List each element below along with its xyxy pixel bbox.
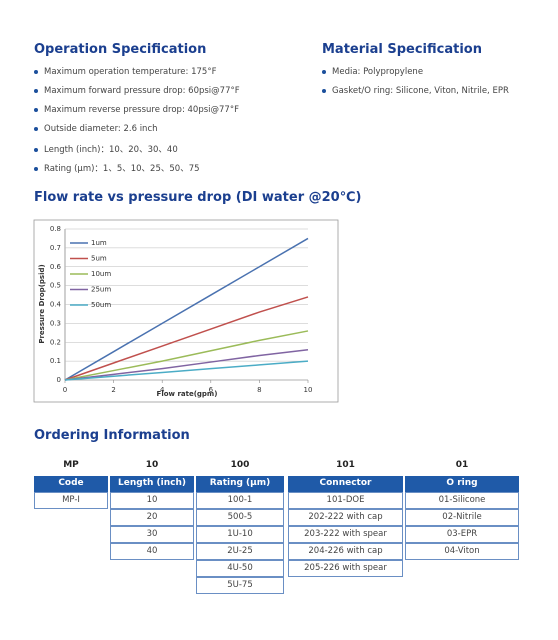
section-title: Ordering Information [34, 428, 190, 443]
y-tick-label: 0.3 [50, 319, 61, 327]
spec-item: Maximum forward pressure drop: 60psi@77°… [34, 86, 240, 96]
y-tick-label: 0.4 [50, 301, 62, 309]
y-tick-label: 0.5 [50, 282, 61, 290]
part-number-segment: 100 [230, 460, 250, 470]
part-number-segment: MP [63, 460, 79, 470]
spec-item: Maximum operation temperature: 175°F [34, 67, 216, 77]
spec-item: Length (inch)：10、20、30、40 [34, 143, 178, 155]
chart-frame [33, 219, 339, 403]
table-cell: 500-5 [196, 509, 284, 526]
section-title: Operation Specification [34, 42, 207, 57]
table-cell: 100-1 [196, 492, 284, 509]
table-cell: 40 [110, 543, 194, 560]
table-cell: 03-EPR [405, 526, 519, 543]
x-tick-label: 10 [304, 386, 313, 394]
table-cell: 203-222 with spear [288, 526, 403, 543]
table-cell: 10 [110, 492, 194, 509]
y-tick-label: 0.6 [50, 263, 62, 271]
x-tick-label: 4 [160, 386, 165, 394]
table-header: Length (inch) [110, 476, 194, 492]
legend-label: 1um [91, 239, 107, 247]
series-line [64, 349, 309, 381]
table-cell: 30 [110, 526, 194, 543]
table-cell: 101-DOE [288, 492, 403, 509]
spec-item: Gasket/O ring: Silicone, Viton, Nitrile,… [322, 86, 509, 96]
table-header: Code [34, 476, 108, 492]
spec-item: Outside diameter: 2.6 inch [34, 124, 158, 134]
table-header: Connector [288, 476, 403, 492]
x-tick-label: 6 [209, 386, 214, 394]
x-tick-label: 8 [257, 386, 261, 394]
table-header: O ring [405, 476, 519, 492]
series-line [64, 360, 309, 381]
part-number-segment: 10 [145, 460, 159, 470]
table-cell: MP-I [34, 492, 108, 509]
table-cell: 1U-10 [196, 526, 284, 543]
table-cell: 205-226 with spear [288, 560, 403, 577]
y-axis-label: Pressure Drop(psid) [38, 264, 46, 343]
spec-item: Media: Polypropylene [322, 67, 423, 77]
y-tick-label: 0 [57, 376, 61, 384]
table-cell: 4U-50 [196, 560, 284, 577]
legend-label: 5um [91, 255, 107, 263]
y-tick-label: 0.1 [50, 357, 61, 365]
table-cell: 204-226 with cap [288, 543, 403, 560]
table-cell: 04-Viton [405, 543, 519, 560]
section-title: Material Specification [322, 42, 482, 57]
legend-label: 10um [91, 270, 111, 278]
y-tick-label: 0.8 [50, 225, 61, 233]
legend-label: 50um [91, 301, 111, 309]
y-tick-label: 0.7 [50, 244, 61, 252]
table-cell: 01-Silicone [405, 492, 519, 509]
spec-item: Maximum reverse pressure drop: 40psi@77°… [34, 105, 239, 115]
series-line [64, 237, 309, 381]
table-header: Rating (μm) [196, 476, 284, 492]
series-line [64, 296, 309, 381]
series-line [64, 330, 309, 381]
table-cell: 20 [110, 509, 194, 526]
table-cell: 02-Nitrile [405, 509, 519, 526]
part-number-segment: 01 [455, 460, 469, 470]
spec-item: Rating (μm)：1、5、10、25、50、75 [34, 162, 200, 174]
x-tick-label: 0 [63, 386, 67, 394]
x-axis-label: Flow rate(gpm) [157, 390, 218, 398]
legend-label: 25um [91, 286, 111, 294]
table-cell: 202-222 with cap [288, 509, 403, 526]
y-tick-label: 0.2 [50, 338, 61, 346]
chart-title: Flow rate vs pressure drop (DI water @20… [34, 190, 362, 205]
table-cell: 2U-25 [196, 543, 284, 560]
part-number-segment: 101 [336, 460, 355, 470]
x-tick-label: 2 [111, 386, 115, 394]
table-cell: 5U-75 [196, 577, 284, 594]
